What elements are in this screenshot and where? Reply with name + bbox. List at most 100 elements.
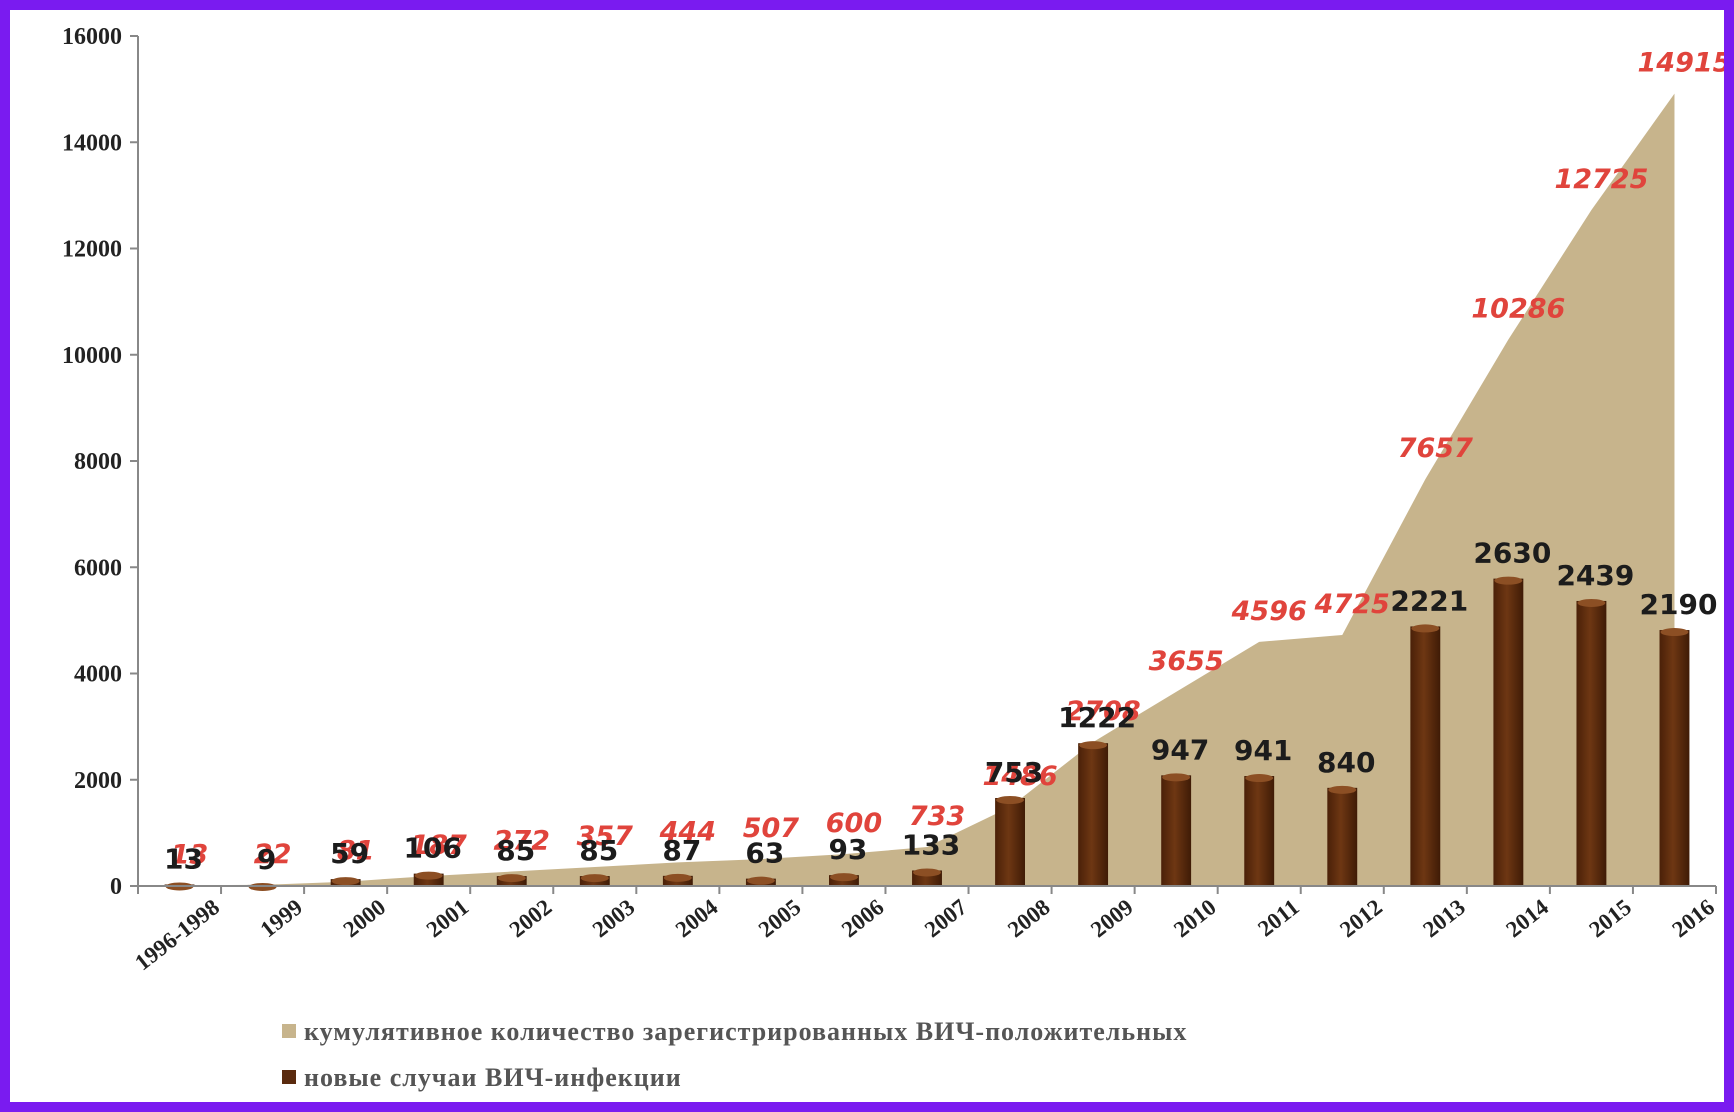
bar-body bbox=[1410, 626, 1441, 886]
x-tick-label: 2012 bbox=[1335, 894, 1387, 942]
bar-cap bbox=[1577, 598, 1606, 607]
new-cases-value-label: 133 bbox=[902, 828, 960, 861]
cumulative-value-label: 2708 bbox=[1066, 696, 1141, 727]
legend-swatch-cumulative bbox=[282, 1024, 296, 1038]
cumulative-value-label: 12725 bbox=[1554, 164, 1648, 195]
legend-swatch-new bbox=[282, 1070, 296, 1084]
cumulative-value-label: 187 bbox=[410, 830, 467, 861]
y-tick-label: 4000 bbox=[74, 662, 122, 688]
y-tick-label: 8000 bbox=[74, 449, 122, 475]
cumulative-value-label: 13 bbox=[171, 839, 209, 870]
new-cases-bar bbox=[1659, 628, 1690, 886]
bar-body bbox=[1078, 743, 1109, 886]
new-cases-value-label: 85 bbox=[496, 834, 535, 867]
bar-body bbox=[1493, 578, 1524, 886]
bar-cap bbox=[829, 873, 858, 882]
bar-cap bbox=[663, 873, 692, 882]
bar-cap bbox=[580, 874, 609, 883]
x-tick-label: 2014 bbox=[1501, 894, 1553, 942]
new-cases-bar bbox=[745, 876, 776, 886]
new-cases-value-label: 753 bbox=[985, 756, 1043, 789]
data-labels-layer: 13 22 81 187 272 357 444 507 600 7331486270836554… bbox=[164, 48, 1724, 876]
new-cases-value-label: 63 bbox=[745, 837, 784, 870]
bar-body bbox=[995, 797, 1026, 886]
y-tick-label: 10000 bbox=[62, 343, 122, 369]
cumulative-value-label: 733 bbox=[909, 801, 965, 832]
cumulative-value-label: 4596 bbox=[1231, 596, 1307, 627]
y-tick-label: 6000 bbox=[74, 555, 122, 581]
bar-body bbox=[1244, 776, 1275, 886]
new-cases-value-label: 941 bbox=[1234, 734, 1292, 767]
hiv-cases-chart: 0 2000 4000 6000 8000 10000 12000 14000 16000 199… bbox=[62, 24, 1724, 1092]
new-cases-value-label: 2190 bbox=[1640, 588, 1718, 621]
bar-cap bbox=[1411, 624, 1440, 633]
new-cases-bar bbox=[579, 874, 610, 886]
bar-cap bbox=[1328, 785, 1357, 794]
new-cases-bar bbox=[912, 868, 942, 886]
x-tick-label: 2002 bbox=[505, 894, 557, 942]
new-cases-value-label: 106 bbox=[403, 832, 461, 865]
x-tick-label: 1999 bbox=[256, 894, 308, 942]
new-cases-value-label: 87 bbox=[662, 834, 701, 867]
new-cases-value-label: 2630 bbox=[1473, 537, 1551, 570]
cumulative-area bbox=[179, 93, 1675, 886]
cumulative-value-label: 1486 bbox=[982, 761, 1057, 792]
new-cases-bar bbox=[1078, 741, 1109, 886]
x-tick-label: 2004 bbox=[671, 894, 723, 942]
cumulative-value-label: 4725 bbox=[1314, 589, 1390, 620]
y-tick-label: 16000 bbox=[62, 24, 122, 50]
bar-cap bbox=[414, 871, 443, 880]
x-tick-label: 2006 bbox=[837, 894, 889, 942]
new-cases-value-label: 947 bbox=[1151, 733, 1209, 766]
x-tick-label: 1996-1998 bbox=[130, 894, 224, 975]
new-cases-value-label: 59 bbox=[330, 837, 369, 870]
x-tick-label: 2000 bbox=[339, 894, 391, 942]
bar-body bbox=[1327, 787, 1358, 886]
cumulative-area-layer bbox=[179, 93, 1675, 886]
bar-cap bbox=[996, 795, 1025, 804]
cumulative-value-label: 272 bbox=[494, 826, 550, 857]
new-cases-value-label: 13 bbox=[164, 842, 203, 875]
new-cases-value-label: 1222 bbox=[1058, 701, 1136, 734]
x-tick-label: 2011 bbox=[1253, 894, 1304, 941]
y-tick-label: 12000 bbox=[62, 237, 122, 263]
new-cases-bar bbox=[1161, 773, 1192, 886]
cumulative-value-label: 14915 bbox=[1638, 48, 1724, 79]
y-tick-label: 0 bbox=[110, 874, 122, 900]
new-cases-value-label: 840 bbox=[1317, 746, 1375, 779]
legend-label-cumulative: кумулятивное количество зарегистрированн… bbox=[304, 1017, 1187, 1046]
new-cases-bar bbox=[662, 873, 693, 886]
new-cases-bar bbox=[1493, 576, 1524, 886]
new-cases-value-label: 2439 bbox=[1556, 559, 1634, 592]
new-cases-bar bbox=[496, 874, 527, 886]
x-tick-label: 2013 bbox=[1418, 894, 1470, 942]
new-cases-bar bbox=[330, 877, 361, 886]
cumulative-value-label: 3655 bbox=[1149, 646, 1224, 677]
legend: кумулятивное количество зарегистрированн… bbox=[282, 1017, 1187, 1092]
legend-label-new: новые случаи ВИЧ-инфекции bbox=[304, 1063, 682, 1092]
x-tick-label: 2015 bbox=[1584, 894, 1636, 942]
x-tick-label: 2010 bbox=[1169, 894, 1221, 942]
cumulative-value-label: 81 bbox=[337, 836, 375, 867]
bar-body bbox=[1576, 600, 1607, 886]
new-cases-bar bbox=[995, 795, 1026, 886]
bar-cap bbox=[1494, 576, 1523, 585]
new-cases-bar bbox=[1327, 785, 1358, 886]
bar-body bbox=[1659, 630, 1690, 886]
new-cases-value-label: 2221 bbox=[1390, 584, 1468, 617]
bar-cap bbox=[1245, 774, 1274, 783]
bar-cap bbox=[1660, 628, 1689, 637]
cumulative-value-label: 7657 bbox=[1398, 433, 1473, 464]
x-tick-label: 2007 bbox=[920, 894, 972, 942]
new-cases-bar bbox=[413, 871, 444, 886]
bar-body bbox=[1161, 775, 1192, 886]
x-tick-label: 2009 bbox=[1086, 894, 1138, 942]
y-tick-label: 2000 bbox=[74, 768, 122, 794]
cumulative-value-label: 600 bbox=[826, 808, 882, 839]
y-tick-label: 14000 bbox=[62, 130, 122, 156]
chart-frame: 0 2000 4000 6000 8000 10000 12000 14000 16000 199… bbox=[10, 10, 1724, 1102]
bar-cap bbox=[331, 877, 360, 886]
new-cases-value-label: 93 bbox=[828, 833, 867, 866]
bar-cap bbox=[1162, 773, 1191, 782]
new-cases-value-label: 85 bbox=[579, 834, 618, 867]
